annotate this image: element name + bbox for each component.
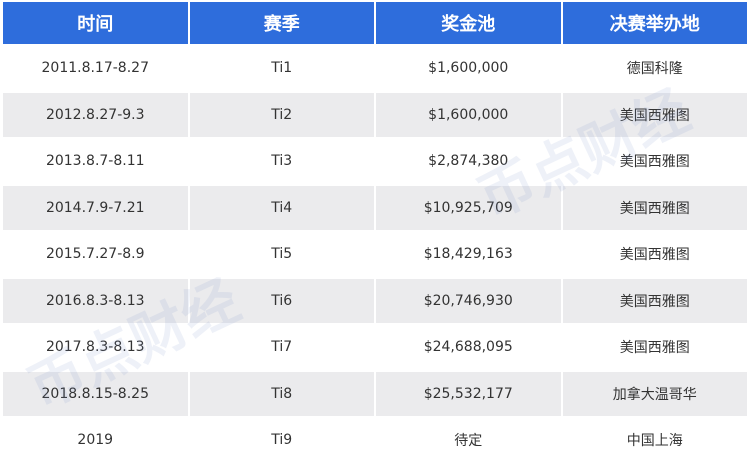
cell-venue: 美国西雅图 bbox=[560, 276, 749, 325]
cell-prize-pool: $18,429,163 bbox=[374, 230, 563, 279]
cell-season: Ti8 bbox=[187, 369, 376, 418]
cell-season: Ti7 bbox=[187, 323, 376, 372]
table-row: 2013.8.7-8.11 Ti3 $2,874,380 美国西雅图 bbox=[1, 137, 749, 186]
cell-time: 2019 bbox=[1, 416, 190, 465]
cell-prize-pool: $10,925,709 bbox=[374, 183, 563, 232]
cell-time: 2017.8.3-8.13 bbox=[1, 323, 190, 372]
header-season: 赛季 bbox=[187, 0, 376, 46]
cell-prize-pool: $1,600,000 bbox=[374, 90, 563, 139]
cell-time: 2014.7.9-7.21 bbox=[1, 183, 190, 232]
table-row: 2012.8.27-9.3 Ti2 $1,600,000 美国西雅图 bbox=[1, 90, 749, 139]
cell-prize-pool: $20,746,930 bbox=[374, 276, 563, 325]
cell-season: Ti2 bbox=[187, 90, 376, 139]
cell-venue: 美国西雅图 bbox=[560, 90, 749, 139]
cell-time: 2011.8.17-8.27 bbox=[1, 44, 190, 93]
header-prize-pool: 奖金池 bbox=[374, 0, 563, 46]
cell-season: Ti4 bbox=[187, 183, 376, 232]
cell-venue: 美国西雅图 bbox=[560, 183, 749, 232]
cell-venue: 美国西雅图 bbox=[560, 230, 749, 279]
cell-season: Ti9 bbox=[187, 416, 376, 465]
cell-venue: 美国西雅图 bbox=[560, 323, 749, 372]
table-row: 2018.8.15-8.25 Ti8 $25,532,177 加拿大温哥华 bbox=[1, 369, 749, 418]
cell-time: 2018.8.15-8.25 bbox=[1, 369, 190, 418]
cell-time: 2012.8.27-9.3 bbox=[1, 90, 190, 139]
cell-season: Ti6 bbox=[187, 276, 376, 325]
table-row: 2015.7.27-8.9 Ti5 $18,429,163 美国西雅图 bbox=[1, 230, 749, 279]
cell-venue: 加拿大温哥华 bbox=[560, 369, 749, 418]
table-row: 2017.8.3-8.13 Ti7 $24,688,095 美国西雅图 bbox=[1, 323, 749, 372]
table-row: 2019 Ti9 待定 中国上海 bbox=[1, 416, 749, 465]
cell-prize-pool: $24,688,095 bbox=[374, 323, 563, 372]
cell-season: Ti1 bbox=[187, 44, 376, 93]
cell-time: 2015.7.27-8.9 bbox=[1, 230, 190, 279]
table-row: 2011.8.17-8.27 Ti1 $1,600,000 德国科隆 bbox=[1, 44, 749, 93]
cell-season: Ti3 bbox=[187, 137, 376, 186]
cell-time: 2013.8.7-8.11 bbox=[1, 137, 190, 186]
header-row: 时间 赛季 奖金池 决赛举办地 bbox=[1, 0, 749, 46]
header-time: 时间 bbox=[1, 0, 190, 46]
cell-prize-pool: $2,874,380 bbox=[374, 137, 563, 186]
cell-prize-pool: 待定 bbox=[374, 416, 563, 465]
table-row: 2014.7.9-7.21 Ti4 $10,925,709 美国西雅图 bbox=[1, 183, 749, 232]
header-venue: 决赛举办地 bbox=[560, 0, 749, 46]
cell-venue: 中国上海 bbox=[560, 416, 749, 465]
table-row: 2016.8.3-8.13 Ti6 $20,746,930 美国西雅图 bbox=[1, 276, 749, 325]
cell-season: Ti5 bbox=[187, 230, 376, 279]
cell-prize-pool: $1,600,000 bbox=[374, 44, 563, 93]
cell-venue: 德国科隆 bbox=[560, 44, 749, 93]
cell-prize-pool: $25,532,177 bbox=[374, 369, 563, 418]
cell-venue: 美国西雅图 bbox=[560, 137, 749, 186]
cell-time: 2016.8.3-8.13 bbox=[1, 276, 190, 325]
